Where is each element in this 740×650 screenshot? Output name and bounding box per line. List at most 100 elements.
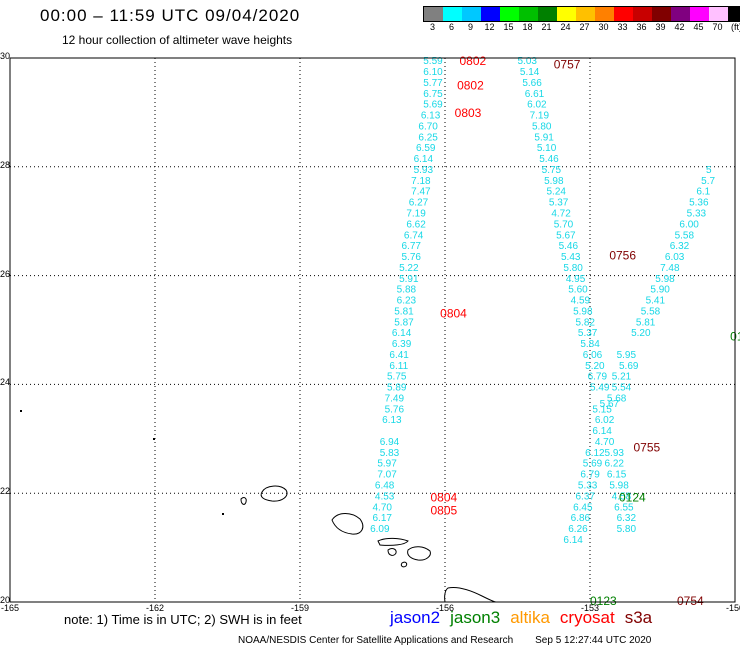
- wave-height-value: 6.74: [404, 230, 424, 241]
- colorbar-label: 45: [693, 22, 704, 32]
- wave-height-value: 5.75: [542, 165, 562, 176]
- colorbar-label: 6: [448, 22, 455, 32]
- plot-border: [9, 57, 736, 603]
- wave-height-value: 4.95: [566, 274, 586, 285]
- wave-height-value: 5.24: [547, 187, 567, 198]
- satellite-legend-item: cryosat: [559, 608, 615, 627]
- wave-height-value: 5.98: [609, 480, 629, 491]
- wave-height-value: 5.80: [563, 263, 583, 274]
- wave-height-value: 6.41: [389, 350, 409, 361]
- map-subtitle: 12 hour collection of altimeter wave hei…: [62, 33, 293, 47]
- wave-height-value: 6.27: [409, 198, 429, 209]
- wave-height-value: 5.14: [520, 67, 540, 78]
- wave-height-value: 5.97: [377, 459, 397, 470]
- wave-height-value: 6.26: [568, 524, 588, 535]
- colorbar-swatch: [538, 7, 557, 21]
- wave-height-value: 6.79: [580, 470, 600, 481]
- colorbar-label: 33: [617, 22, 628, 32]
- colorbar-swatch: [614, 7, 633, 21]
- wave-height-value: 7.47: [411, 187, 431, 198]
- island-lanai: [387, 548, 397, 556]
- colorbar-swatch: [462, 7, 481, 21]
- colorbar-swatch: [671, 7, 690, 21]
- wave-height-value: 6.17: [373, 513, 393, 524]
- note-text: note: 1) Time is in UTC; 2) SWH is in fe…: [64, 612, 302, 627]
- island-maui: [407, 546, 431, 561]
- colorbar-label: 21: [541, 22, 552, 32]
- wave-height-value: 5.89: [387, 383, 407, 394]
- wave-height-value: 5.10: [537, 143, 557, 154]
- lat-tick-label: 30: [0, 51, 11, 61]
- wave-height-value: 5: [706, 165, 712, 176]
- wave-height-value: 6.00: [679, 219, 699, 230]
- lon-tick-label: -162: [145, 603, 165, 613]
- footer: NOAA/NESDIS Center for Satellite Applica…: [238, 635, 651, 646]
- wave-height-value: 6.02: [527, 100, 547, 111]
- map-title: 00:00 – 11:59 UTC 09/04/2020: [40, 6, 301, 25]
- wave-height-value: 5.67: [600, 399, 620, 410]
- wave-height-value: 6.03: [665, 252, 685, 263]
- satellite-legend-item: jason3: [450, 608, 501, 627]
- pass-time-label: 0754: [677, 594, 704, 608]
- wave-height-value: 5.60: [568, 285, 588, 296]
- lon-tick-label: -150: [725, 603, 740, 613]
- wave-height-value: 6.86: [571, 513, 591, 524]
- wave-height-value: 6.55: [614, 502, 634, 513]
- altimeter-data: 5.596.105.776.755.696.136.706.256.596.14…: [370, 54, 740, 608]
- lon-tick-label: -156: [435, 603, 455, 613]
- hawaii-islands: [20, 410, 497, 603]
- pass-time-label: 0805: [431, 504, 458, 518]
- wave-height-value: 5.59: [423, 56, 443, 67]
- island-kauai: [260, 485, 288, 502]
- wave-height-value: 6.14: [392, 328, 412, 339]
- wave-height-value: 5.70: [554, 219, 574, 230]
- wave-height-value: 7.18: [411, 176, 431, 187]
- footer-credit: NOAA/NESDIS Center for Satellite Applica…: [238, 635, 514, 646]
- colorbar-swatch: [709, 7, 728, 21]
- wave-height-value: 5.81: [394, 306, 414, 317]
- colorbar-label: 18: [522, 22, 533, 32]
- wave-height-value: 5.36: [689, 198, 709, 209]
- wave-height-value: 5.76: [402, 252, 422, 263]
- lon-tick-label: -165: [0, 603, 20, 613]
- island-hawaii: [444, 587, 497, 603]
- wave-height-value: 6.02: [595, 415, 615, 426]
- pass-time-label: 0124: [619, 490, 646, 504]
- wave-height-value: 7.48: [660, 263, 680, 274]
- wave-height-value: 4.70: [373, 502, 393, 513]
- colorbar-label: 3: [429, 22, 436, 32]
- wave-height-value: 5.84: [580, 339, 600, 350]
- wave-height-value: 5.90: [650, 285, 670, 296]
- wave-height-value: 5.98: [573, 306, 593, 317]
- colorbar-label: 70: [712, 22, 723, 32]
- lat-tick-label: 20: [0, 595, 11, 605]
- lon-tick-label: -159: [290, 603, 310, 613]
- wave-height-value: 5.76: [385, 404, 405, 415]
- satellite-legend-item: s3a: [624, 608, 653, 627]
- wave-height-value: 6.1: [696, 187, 710, 198]
- wave-height-value: 5.15: [592, 404, 612, 415]
- wave-height-value: 6.06: [583, 350, 603, 361]
- wave-height-value: 6.14: [414, 154, 434, 165]
- island-oahu: [331, 513, 364, 535]
- pass-time-label: 0802: [457, 79, 484, 93]
- wave-height-value: 5.21: [612, 372, 632, 383]
- wave-height-value: 5.20: [585, 361, 605, 372]
- island-dot-1: [153, 438, 155, 440]
- wave-height-value: 5.03: [518, 56, 538, 67]
- colorbar-label: 15: [503, 22, 514, 32]
- wave-height-value: 6.09: [370, 524, 390, 535]
- colorbar-label: 24: [560, 22, 571, 32]
- wave-height-value: 5.80: [532, 121, 552, 132]
- wave-height-value: 5.81: [636, 317, 656, 328]
- wave-height-value: 6.48: [375, 480, 395, 491]
- wave-height-value: 5.93: [605, 448, 625, 459]
- wave-height-value: 6.77: [402, 241, 422, 252]
- wave-height-value: 4.59: [571, 296, 591, 307]
- wave-height-value: 5.88: [397, 285, 417, 296]
- colorbar-swatch: [481, 7, 500, 21]
- wave-height-value: 5.7: [701, 176, 715, 187]
- wave-height-value: 4.58: [612, 491, 632, 502]
- wave-height-value: 6.32: [617, 513, 637, 524]
- wave-height-value: 6.14: [563, 535, 583, 546]
